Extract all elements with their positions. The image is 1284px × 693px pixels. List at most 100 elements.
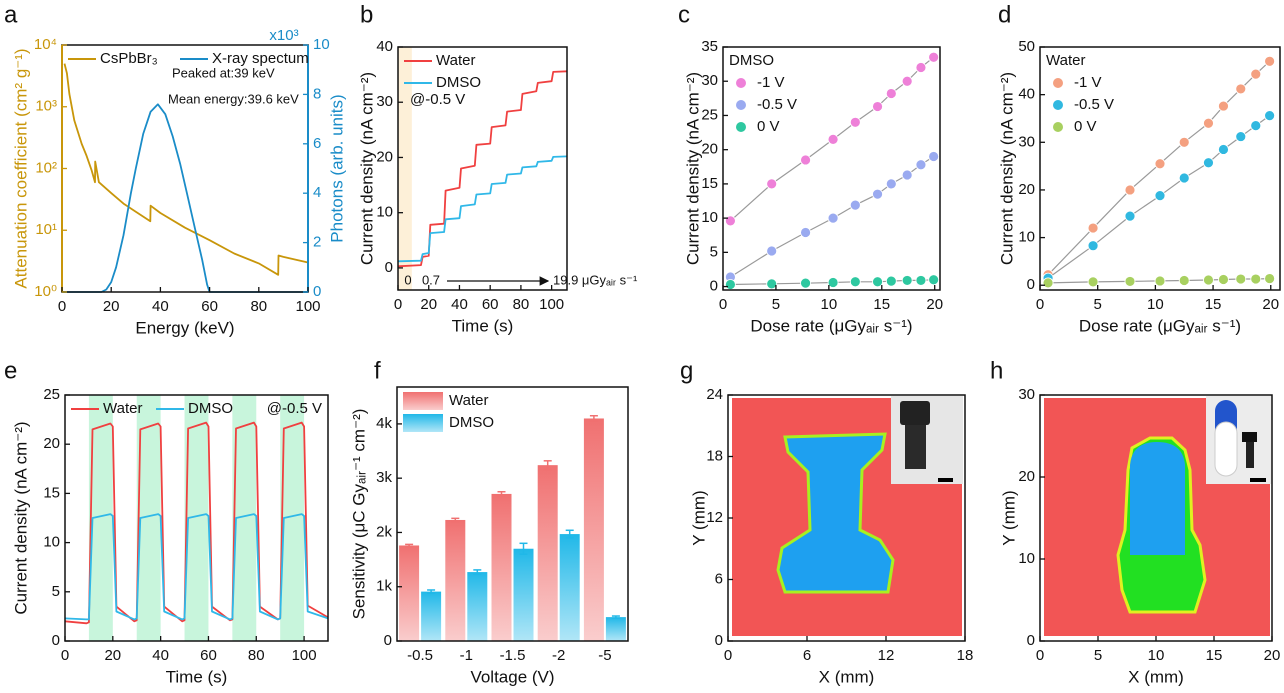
- y-tick-label: 15: [701, 175, 718, 192]
- data-point: [885, 178, 897, 190]
- x-tick-label: -1.5: [500, 647, 526, 664]
- y-tick-label: 10⁴: [34, 36, 57, 53]
- y-tick-label: 0: [710, 278, 718, 295]
- legend-label: -0.5 V: [1074, 96, 1114, 113]
- data-point: [872, 101, 883, 112]
- data-point: [1124, 276, 1136, 287]
- annotation: Peaked at:39 keV: [172, 65, 275, 80]
- x-axis-label: Dose rate (μGyₐᵢᵣ s⁻¹): [750, 316, 912, 335]
- bar: [421, 591, 442, 641]
- data-point: [1154, 158, 1166, 170]
- annotation: 19.9 μGyₐᵢᵣ s⁻¹: [553, 272, 638, 287]
- data-point: [1235, 131, 1247, 142]
- x-tick-label: 6: [803, 647, 811, 664]
- x-tick-label: 15: [1205, 296, 1222, 313]
- y-tick-label: 2k: [376, 523, 392, 540]
- y-tick-label: 10³: [35, 98, 57, 115]
- plot-frame: [396, 386, 629, 642]
- x-tick-label: 80: [250, 298, 267, 315]
- x-tick-label: 60: [482, 296, 499, 313]
- data-point: [928, 151, 940, 162]
- y-tick-label: 24: [706, 386, 723, 403]
- error-bar: [543, 460, 552, 471]
- data-point: [901, 75, 913, 87]
- data-point: [915, 275, 927, 286]
- x-axis-label: Energy (keV): [135, 318, 234, 337]
- y2-tick-label: 8: [313, 85, 321, 102]
- y-tick-label: 4k: [376, 415, 392, 432]
- bar: [467, 572, 488, 641]
- y-tick-label: 20: [701, 141, 718, 158]
- data-point: [1235, 83, 1247, 95]
- y-tick-label: 20: [1018, 468, 1035, 485]
- data-point: [1218, 274, 1229, 285]
- y-tick-label: 10: [1018, 229, 1035, 246]
- y-axis-label: Current density (nA cm⁻²): [357, 72, 376, 265]
- y-axis-label: Y (mm): [689, 490, 708, 545]
- shaded-region: [136, 395, 161, 641]
- legend-swatch: [1053, 122, 1063, 132]
- y-tick-label: 40: [376, 38, 393, 55]
- y-tick-label: 10⁰: [34, 283, 57, 300]
- plot-frame: [61, 44, 309, 293]
- line-series: [397, 155, 568, 263]
- x-tick-label: 60: [201, 298, 218, 315]
- y-tick-label: 0: [385, 259, 393, 276]
- data-point: [766, 178, 778, 190]
- error-bar: [405, 543, 414, 548]
- image-g: [732, 396, 963, 636]
- shaded-region: [398, 47, 412, 290]
- annotation: 0.7: [422, 272, 440, 287]
- x-tick-label: 0: [58, 298, 66, 315]
- x-tick-label: 100: [539, 296, 564, 313]
- annotation: x10³: [269, 27, 298, 44]
- x-tick-label: 20: [420, 296, 437, 313]
- data-point: [827, 277, 839, 288]
- x-tick-label: 20: [1262, 296, 1279, 313]
- data-point: [901, 275, 913, 286]
- x-tick-label: 5: [1094, 647, 1102, 664]
- y-tick-label: 30: [376, 93, 393, 110]
- line-series: [64, 513, 329, 621]
- bar: [559, 534, 580, 641]
- data-point: [1264, 273, 1276, 284]
- error-bar: [589, 415, 598, 422]
- data-point: [1178, 275, 1190, 286]
- x-tick-label: 15: [1206, 647, 1223, 664]
- bar: [605, 617, 626, 641]
- error-bar: [451, 517, 460, 523]
- x-tick-label: 20: [103, 298, 120, 315]
- data-point: [827, 212, 839, 224]
- fit-line: [1047, 60, 1271, 276]
- data-point: [1250, 68, 1262, 80]
- x-tick-label: 0: [394, 296, 402, 313]
- x-tick-label: 0: [1036, 647, 1044, 664]
- x-tick-label: 80: [248, 647, 265, 664]
- legend-swatch: [736, 100, 746, 110]
- y-tick-label: 30: [1018, 386, 1035, 403]
- y-tick-label: 18: [706, 447, 723, 464]
- annotation: @-0.5 V: [267, 400, 322, 417]
- y2-tick-label: 4: [313, 184, 321, 201]
- data-point: [1203, 157, 1214, 169]
- legend-label: Water: [436, 52, 475, 69]
- data-point: [1264, 110, 1276, 122]
- plot-frame: [397, 46, 568, 291]
- x-tick-label: 18: [957, 647, 974, 664]
- y-tick-label: 35: [701, 38, 718, 55]
- x-tick-label: 100: [295, 298, 320, 315]
- shaded-region: [184, 395, 209, 641]
- x-tick-label: 20: [1264, 647, 1281, 664]
- x-axis-label: Voltage (V): [470, 667, 554, 686]
- x-axis-label: Dose rate (μGyₐᵢᵣ s⁻¹): [1079, 316, 1241, 335]
- fit-line: [730, 279, 934, 286]
- y-axis-label: Sensitivity (μC Gyₐᵢᵣ⁻¹ cm⁻²): [349, 409, 368, 620]
- y-tick-label: 10: [376, 204, 393, 221]
- y-tick-label: 3k: [376, 469, 392, 486]
- data-point: [725, 279, 736, 290]
- plot-frame: [722, 46, 941, 291]
- data-point: [1250, 120, 1262, 132]
- data-point: [1124, 184, 1136, 196]
- legend-swatch: [403, 392, 443, 410]
